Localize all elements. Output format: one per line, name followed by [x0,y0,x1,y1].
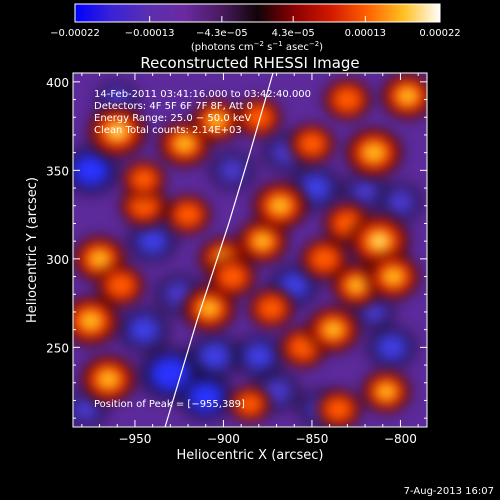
positive-region-peak [377,383,396,400]
annotation-clean-counts: Clean Total counts: 2.14E+03 [94,125,242,136]
negative-region [216,156,249,185]
positive-region-core [217,264,247,290]
positive-region-peak [80,311,102,330]
positive-region-core [244,105,273,130]
positive-region-core [130,167,158,191]
colorbar-tick-label: 0.00013 [345,28,386,39]
negative-region [73,396,101,423]
positive-region-peak [323,321,343,339]
positive-region-core [257,296,286,321]
positive-region-max [373,236,385,246]
positive-region-peak [89,250,110,268]
image-annotations: 14-Feb-2011 03:41:16.000 to 03:42:40.000… [94,89,311,410]
positive-region-peak [383,268,404,285]
y-tick-label: 350 [46,164,69,178]
negative-region [359,299,389,325]
colorbar-ticks: −0.00022 −0.00013 −4.3e−05 4.3e−05 0.00013 0.… [50,16,461,39]
x-axis-title: Heliocentric X (arcsec) [177,448,324,463]
negative-region [297,172,334,204]
positive-region-core [309,246,339,272]
x-tick-label: −800 [384,432,417,446]
positive-region-max [112,127,123,136]
negative-region [384,188,417,216]
positive-region-peak [98,370,119,388]
y-axis-title: Heliocentric Y (arcsec) [25,177,40,323]
positive-region-core [324,397,353,422]
plot-frame [72,72,428,428]
negative-region [277,270,312,301]
colorbar: −0.00022 −0.00013 −4.3e−05 4.3e−05 0.00013 0.… [50,3,461,53]
positive-region-peak [363,143,385,162]
positive-region-peak [270,197,291,215]
negative-region [196,340,233,372]
positive-region-core [332,87,362,113]
positive-region-peak [397,87,418,105]
colorbar-units-label: (photons cm−2 s−1 asec−2) [191,40,323,53]
x-tick-label: −850 [295,432,328,446]
colorbar-tick-label: 4.3e−05 [272,28,315,39]
negative-region [125,314,162,346]
positive-region-peak [207,113,226,129]
colorbar-tick-label: −4.3e−05 [196,28,248,39]
colorbar-tick-label: −0.00022 [50,28,100,39]
positive-region-core [174,202,203,227]
date-stamp: 7-Aug-2013 16:07 [404,486,494,497]
negative-region [102,86,132,113]
negative-region [73,153,111,188]
solar-limb-line [164,73,274,427]
annotation-time-range: 14-Feb-2011 03:41:16.000 to 03:42:40.000 [94,89,311,100]
colorbar-tick-label: −0.00013 [125,28,175,39]
annotation-detectors: Detectors: 4F 5F 6F 7F 8F, Att 0 [94,101,253,112]
annotation-energy-range: Energy Range: 25.0 − 50.0 keV [94,113,251,124]
axis-ticks: −950 −900 −850 −800 250 300 350 400 [46,73,427,446]
image-plot [73,73,427,427]
x-tick-label: −950 [118,432,151,446]
annotation-peak-position: Position of Peak = [−955,389] [94,399,245,410]
positive-region-peak [347,277,366,294]
negative-region [349,178,381,205]
negative-region [241,341,277,372]
positive-regions [73,73,427,427]
positive-region-peak [174,135,195,153]
y-tick-label: 250 [46,341,69,355]
positive-region-peak [252,233,272,250]
colorbar-tick-label: 0.00022 [419,28,460,39]
y-tick-label: 300 [46,253,69,267]
chart-title: Reconstructed RHESSI Image [140,54,359,72]
positive-region-core [297,131,326,156]
colorbar-gradient [74,3,441,23]
negative-region [186,380,225,414]
positive-region-core [129,193,159,219]
y-tick-label: 400 [46,76,69,90]
negative-region [374,332,409,363]
positive-region-core [106,272,136,298]
positive-region-peak [199,300,220,317]
x-tick-label: −900 [207,432,240,446]
positive-region-core [237,392,263,416]
negative-region [135,226,170,256]
negative-region [148,355,193,393]
